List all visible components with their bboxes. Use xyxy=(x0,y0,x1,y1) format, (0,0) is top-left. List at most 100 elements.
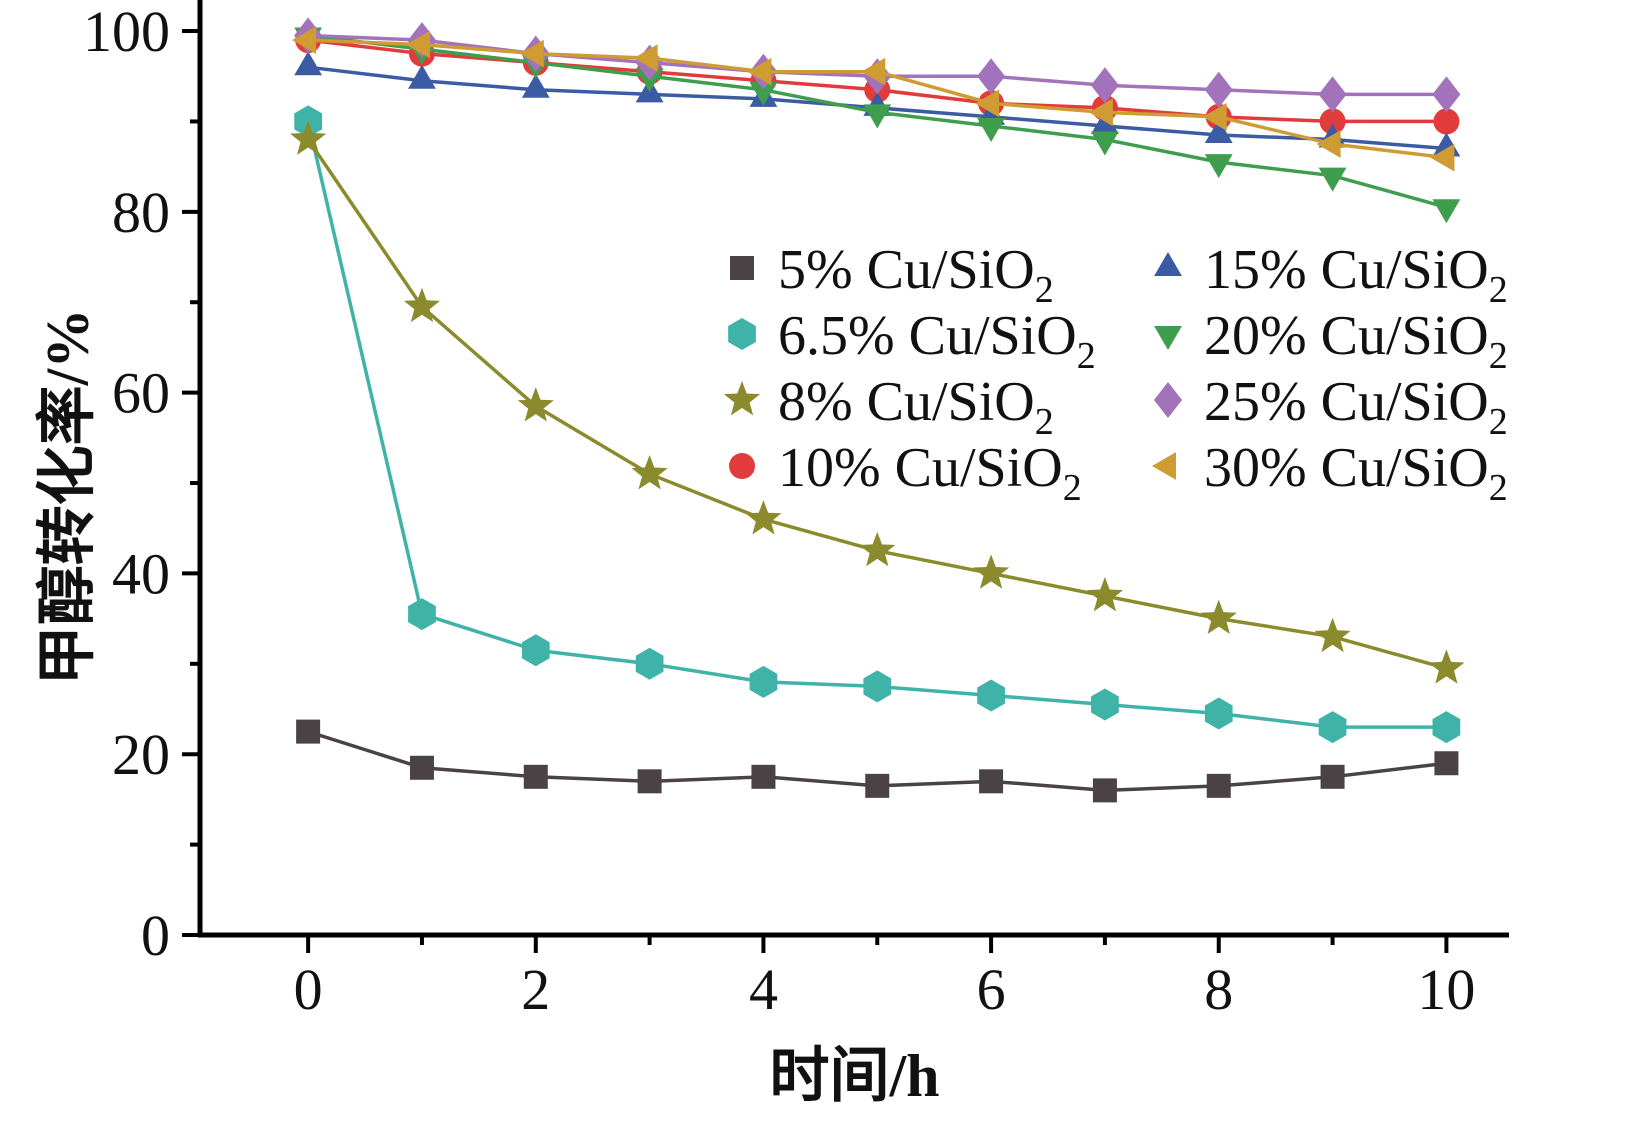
marker-hexagon xyxy=(728,318,756,350)
marker-triangle-left xyxy=(975,89,1000,118)
marker-circle xyxy=(1319,108,1346,135)
marker-triangle-down xyxy=(1154,326,1182,350)
marker-triangle-left xyxy=(1202,103,1227,131)
x-tick-label: 6 xyxy=(977,957,1006,1022)
marker-star xyxy=(1200,599,1237,634)
marker-square xyxy=(1434,751,1459,776)
legend-label: 6.5% Cu/SiO2 xyxy=(778,305,1096,377)
legend-item: 5% Cu/SiO2 xyxy=(730,239,1054,311)
marker-triangle-left xyxy=(292,26,317,54)
marker-star xyxy=(859,531,896,567)
legend-item: 20% Cu/SiO2 xyxy=(1154,305,1508,377)
marker-triangle-left xyxy=(861,57,886,86)
tick-marks xyxy=(182,29,1449,953)
marker-star xyxy=(1086,577,1123,612)
marker-triangle-left xyxy=(747,57,772,86)
axes xyxy=(197,0,1509,938)
marker-triangle-down xyxy=(749,81,778,106)
marker-hexagon xyxy=(408,598,436,631)
marker-triangle-down xyxy=(1204,154,1233,179)
legend-label: 8% Cu/SiO2 xyxy=(778,371,1054,443)
marker-diamond xyxy=(1204,71,1233,108)
marker-triangle-left xyxy=(405,30,430,59)
marker-square xyxy=(751,764,776,789)
y-tick-label: 20 xyxy=(112,722,170,787)
x-tick-label: 2 xyxy=(521,957,550,1022)
series-8-Cu-SiO2 xyxy=(290,120,1465,684)
marker-triangle-left xyxy=(1088,98,1113,127)
legend-item: 30% Cu/SiO2 xyxy=(1152,437,1508,509)
marker-diamond xyxy=(1318,76,1347,113)
marker-triangle-up xyxy=(1154,252,1182,276)
marker-square xyxy=(1206,773,1231,798)
x-tick-label: 10 xyxy=(1417,957,1475,1022)
legend-label: 10% Cu/SiO2 xyxy=(778,437,1082,509)
x-tick-label: 0 xyxy=(294,957,323,1022)
legend-item: 6.5% Cu/SiO2 xyxy=(728,305,1096,377)
marker-star xyxy=(403,287,441,323)
marker-star xyxy=(517,387,554,422)
marker-star xyxy=(973,554,1010,589)
x-axis-title: 时间/h xyxy=(769,1043,940,1109)
x-tick-label: 4 xyxy=(749,957,778,1022)
marker-triangle-left xyxy=(1152,452,1176,480)
marker-diamond xyxy=(977,58,1006,95)
marker-square xyxy=(1092,778,1117,803)
marker-hexagon xyxy=(1318,711,1347,744)
marker-triangle-down xyxy=(977,117,1005,142)
marker-triangle-left xyxy=(1430,143,1455,172)
marker-square xyxy=(865,773,890,798)
marker-hexagon xyxy=(1204,697,1233,730)
marker-triangle-up xyxy=(521,73,550,98)
marker-hexagon xyxy=(977,679,1005,712)
marker-diamond xyxy=(1154,382,1182,418)
marker-circle xyxy=(729,453,755,479)
marker-hexagon xyxy=(749,665,778,698)
marker-square xyxy=(296,719,321,744)
legend-label: 30% Cu/SiO2 xyxy=(1204,437,1508,509)
marker-triangle-down xyxy=(863,104,892,129)
legend-label: 15% Cu/SiO2 xyxy=(1204,239,1508,311)
marker-hexagon xyxy=(1091,688,1119,721)
legend-label: 20% Cu/SiO2 xyxy=(1204,305,1508,377)
legend-item: 8% Cu/SiO2 xyxy=(723,371,1054,443)
marker-circle xyxy=(1433,108,1460,135)
marker-square xyxy=(730,256,754,280)
marker-diamond xyxy=(1090,67,1119,104)
marker-triangle-left xyxy=(519,39,544,68)
marker-square xyxy=(523,764,548,789)
y-tick-label: 0 xyxy=(141,903,170,968)
marker-triangle-left xyxy=(633,44,658,73)
y-tick-label: 60 xyxy=(112,361,170,426)
marker-triangle-down xyxy=(1091,131,1119,156)
y-tick-label: 40 xyxy=(112,541,170,606)
series-5-Cu-SiO2 xyxy=(296,719,1459,803)
marker-hexagon xyxy=(1432,711,1461,744)
marker-star xyxy=(631,454,668,490)
marker-star xyxy=(1314,617,1351,653)
marker-triangle-down xyxy=(1318,167,1347,192)
x-tick-label: 8 xyxy=(1204,957,1233,1022)
y-axis-title: 甲醇转化率/% xyxy=(34,308,101,686)
marker-hexagon xyxy=(521,634,550,667)
marker-star xyxy=(1428,649,1465,684)
marker-diamond xyxy=(1432,76,1461,113)
y-tick-label: 80 xyxy=(112,180,170,245)
marker-triangle-up xyxy=(1204,118,1233,143)
marker-square xyxy=(409,755,434,780)
marker-hexagon xyxy=(863,670,892,703)
marker-triangle-down xyxy=(1432,199,1461,224)
marker-triangle-up xyxy=(1091,109,1119,134)
marker-triangle-up xyxy=(294,51,323,76)
marker-square xyxy=(637,769,662,794)
series-30-Cu-SiO2 xyxy=(292,26,1455,172)
marker-triangle-left xyxy=(1316,130,1341,158)
y-tick-label: 100 xyxy=(83,0,170,64)
legend-item: 10% Cu/SiO2 xyxy=(729,437,1082,509)
marker-star xyxy=(723,381,761,416)
marker-triangle-up xyxy=(408,64,436,89)
